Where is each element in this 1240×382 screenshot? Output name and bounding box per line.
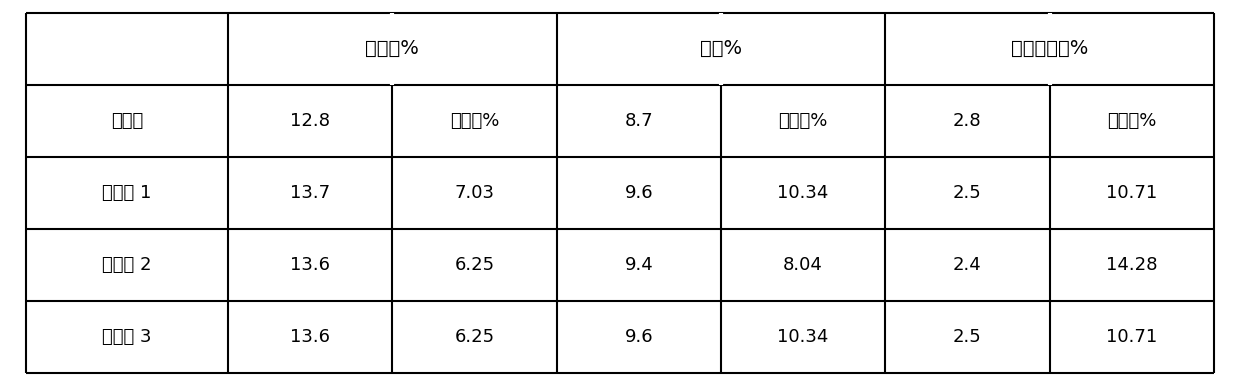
Text: 2.5: 2.5	[954, 328, 982, 346]
Text: 脂肪%: 脂肪%	[699, 39, 742, 58]
Text: 13.6: 13.6	[290, 328, 330, 346]
Text: 10.71: 10.71	[1106, 184, 1157, 202]
Text: 实施例 2: 实施例 2	[103, 256, 151, 274]
Text: 13.6: 13.6	[290, 256, 330, 274]
Text: 6.25: 6.25	[454, 256, 495, 274]
Text: 2.8: 2.8	[954, 112, 982, 130]
Text: 9.6: 9.6	[625, 184, 653, 202]
Text: 8.04: 8.04	[784, 256, 823, 274]
Text: 提高率%: 提高率%	[779, 112, 828, 130]
Text: 6.25: 6.25	[454, 328, 495, 346]
Text: 9.6: 9.6	[625, 328, 653, 346]
Text: 2.4: 2.4	[954, 256, 982, 274]
Text: 碳水化合物%: 碳水化合物%	[1011, 39, 1089, 58]
Text: 提高率%: 提高率%	[450, 112, 500, 130]
Text: 实施例 1: 实施例 1	[103, 184, 151, 202]
Text: 降低率%: 降低率%	[1107, 112, 1157, 130]
Text: 10.34: 10.34	[777, 184, 828, 202]
Text: 2.5: 2.5	[954, 184, 982, 202]
Text: 13.7: 13.7	[290, 184, 330, 202]
Text: 实施例 3: 实施例 3	[103, 328, 151, 346]
Text: 蛋白质%: 蛋白质%	[366, 39, 419, 58]
Text: 对比例: 对比例	[110, 112, 143, 130]
Text: 7.03: 7.03	[455, 184, 495, 202]
Text: 10.71: 10.71	[1106, 328, 1157, 346]
Text: 12.8: 12.8	[290, 112, 330, 130]
Text: 9.4: 9.4	[625, 256, 653, 274]
Text: 8.7: 8.7	[625, 112, 653, 130]
Text: 14.28: 14.28	[1106, 256, 1157, 274]
Text: 10.34: 10.34	[777, 328, 828, 346]
